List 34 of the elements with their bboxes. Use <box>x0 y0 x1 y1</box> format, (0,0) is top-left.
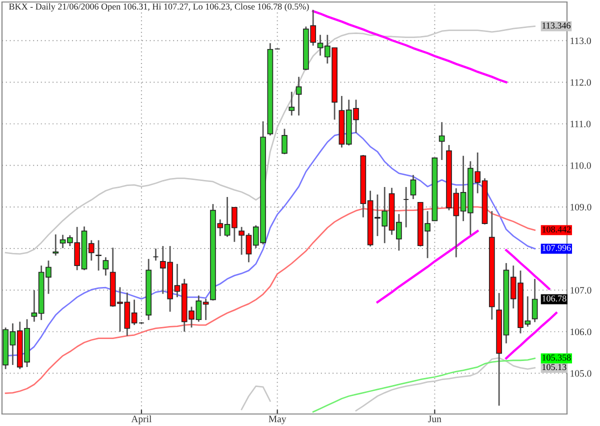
candlestick <box>438 121 445 161</box>
y-tick-label: 105.0 <box>570 370 592 377</box>
data-label: 107.996 <box>542 244 571 251</box>
data-label: 105.13 <box>542 364 566 370</box>
candlestick <box>532 278 538 323</box>
x-tick-label: April <box>131 415 152 424</box>
candlestick <box>52 234 59 256</box>
candlestick <box>403 186 410 228</box>
data-label: 113.346 <box>542 22 570 29</box>
y-tick-label: 113.0 <box>570 38 591 44</box>
candlestick <box>152 248 159 262</box>
y-tick-label: 111.0 <box>570 120 591 128</box>
y-tick-label: 106.0 <box>570 328 592 336</box>
annotation: 106.78 <box>542 295 566 302</box>
y-tick-label: 109.0 <box>570 204 592 210</box>
candlestick <box>296 76 302 116</box>
line-series <box>312 10 508 84</box>
candlestick <box>410 174 416 200</box>
line-series <box>312 358 536 413</box>
line-series <box>376 230 479 304</box>
candlestick <box>288 91 295 116</box>
x-tick-label: Jun <box>428 416 442 422</box>
x-tick-label: May <box>268 416 286 424</box>
candlestick <box>282 128 288 155</box>
y-tick-label: 110.0 <box>570 162 591 169</box>
candlestick <box>96 240 102 272</box>
chart-title: BKX - Daily 21/06/2006 Open 106.31, Hi 107.27, Lo 106.23, Close 106.78 (0.5%) <box>9 3 309 12</box>
candlestick <box>102 256 109 276</box>
y-tick-label: 107.0 <box>570 287 592 294</box>
data-label: 108.442 <box>542 226 571 232</box>
y-tick-label: 112.0 <box>570 79 591 86</box>
line-series <box>4 26 536 255</box>
data-label: 105.358 <box>542 354 571 361</box>
line-series <box>505 249 550 290</box>
